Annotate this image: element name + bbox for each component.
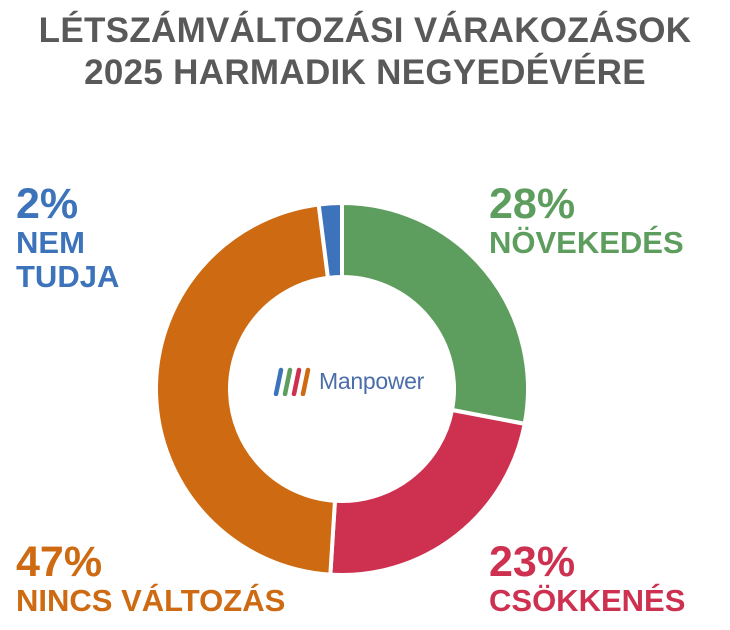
label-nincs-valtozas: 47% NINCS VÁLTOZÁS (16, 541, 285, 618)
category-label-novekedes: NÖVEKEDÉS (489, 225, 684, 260)
label-novekedes: 28% NÖVEKEDÉS (489, 183, 684, 260)
value-label-novekedes: 28% (489, 180, 576, 228)
manpower-logo: Manpower (268, 366, 424, 396)
chart-title-line-2: 2025 HARMADIK NEGYEDÉVÉRE (84, 53, 646, 92)
value-label-nincs-valtozas: 47% (16, 538, 103, 586)
donut-slice-nem-tudja (316, 201, 344, 280)
chart-title: LÉTSZÁMVÁLTOZÁSI VÁRAKOZÁSOK 2025 HARMAD… (0, 10, 730, 94)
value-label-nem-tudja: 2% (16, 180, 79, 228)
donut-slice-nincs-valtozas (154, 202, 337, 577)
label-nem-tudja: 2% NEM TUDJA (16, 183, 119, 294)
value-label-csokkenes: 23% (489, 538, 576, 586)
manpower-logo-icon (273, 367, 311, 396)
category-label-nem-tudja-2: TUDJA (16, 259, 120, 294)
label-csokkenes: 23% CSÖKKENÉS (489, 541, 685, 618)
category-label-csokkenes: CSÖKKENÉS (489, 583, 686, 618)
category-label-nincs-valtozas: NINCS VÁLTOZÁS (16, 583, 286, 618)
manpower-logo-text: Manpower (319, 367, 424, 394)
chart-title-line-1: LÉTSZÁMVÁLTOZÁSI VÁRAKOZÁSOK (38, 11, 692, 50)
donut-slice-novekedes (340, 201, 530, 426)
category-label-nem-tudja-1: NEM (16, 225, 85, 260)
donut-slice-csokkenes (328, 407, 527, 577)
